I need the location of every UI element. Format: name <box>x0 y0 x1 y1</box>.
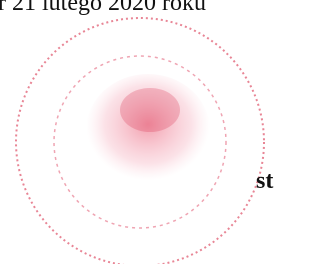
text-line: st <box>256 168 273 195</box>
text-line: r 21 lutego 2020 roku <box>0 0 206 17</box>
stamp <box>0 0 280 264</box>
document-page: r 21 lutego 2020 roku st <box>0 0 280 264</box>
